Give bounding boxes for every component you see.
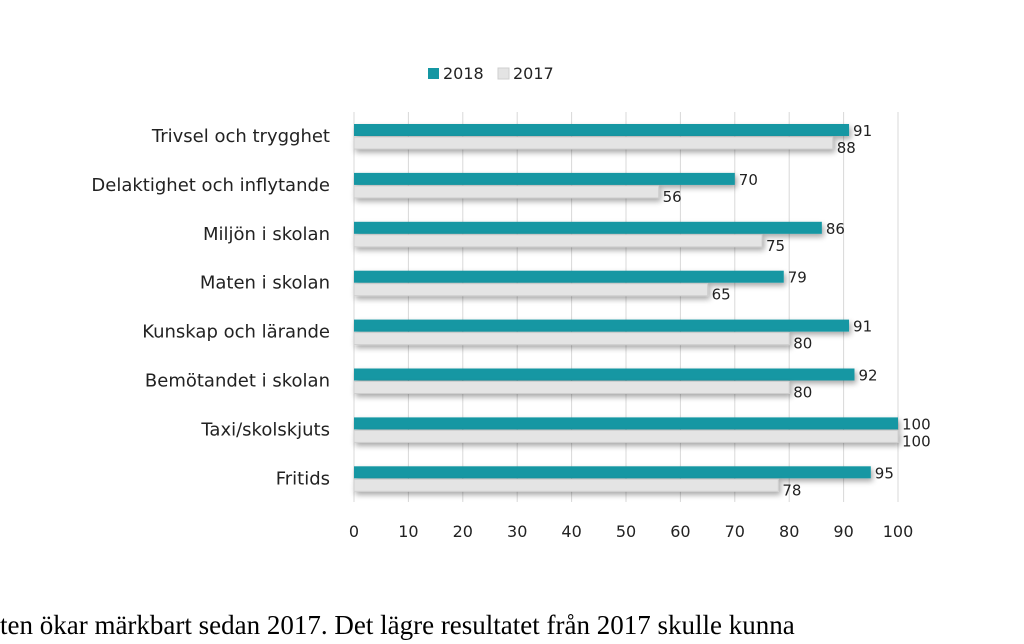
bar-2018 <box>354 172 735 185</box>
bar-2018 <box>354 368 855 381</box>
category-label: Taxi/skolskjuts <box>200 419 330 440</box>
data-label-2018: 91 <box>853 122 872 140</box>
category-label: Delaktighet och inflytande <box>91 175 330 196</box>
bar-2017 <box>353 478 779 492</box>
bar-2018 <box>354 319 850 332</box>
labels: 0 10 20 30 40 50 60 70 80 90 100 Trivsel och tryggh… <box>91 122 930 541</box>
data-label-2017: 78 <box>782 481 801 499</box>
data-label-2017: 65 <box>712 286 731 304</box>
data-label-2017: 75 <box>766 237 785 255</box>
x-tick-label: 30 <box>507 522 527 541</box>
x-tick-label: 50 <box>616 522 636 541</box>
legend-swatch-2018 <box>428 68 439 79</box>
x-tick-label: 80 <box>779 522 799 541</box>
data-label-2018: 92 <box>858 367 877 385</box>
document-text-line: aten ökar märkbart sedan 2017. Det lägre… <box>0 610 795 640</box>
bar-2017 <box>353 234 763 248</box>
data-label-2018: 79 <box>788 269 807 287</box>
bar-2017 <box>353 283 709 297</box>
category-label: Kunskap och lärande <box>142 322 330 343</box>
bar-2017 <box>353 429 899 443</box>
category-label: Trivsel och trygghet <box>151 126 330 147</box>
x-tick-label: 100 <box>883 522 914 541</box>
data-label-2018: 70 <box>739 171 758 189</box>
x-tick-label: 90 <box>833 522 853 541</box>
x-tick-label: 10 <box>398 522 418 541</box>
data-label-2018: 100 <box>902 415 931 433</box>
x-tick-label: 60 <box>670 522 690 541</box>
category-label: Maten i skolan <box>200 273 330 294</box>
bar-2018 <box>354 417 898 430</box>
x-tick-label: 0 <box>349 522 359 541</box>
data-label-2018: 91 <box>853 318 872 336</box>
gridlines <box>353 112 899 502</box>
bar-2017 <box>353 381 790 394</box>
bar-2017 <box>353 332 790 346</box>
bar-2017 <box>353 185 660 199</box>
data-label-2018: 86 <box>826 220 845 238</box>
category-label: Bemötandet i skolan <box>145 371 330 392</box>
legend-swatch-2017 <box>497 67 510 80</box>
data-label-2017: 88 <box>837 139 856 157</box>
bar-2018 <box>354 124 850 136</box>
legend-label: 2018 <box>443 64 484 83</box>
legend: 2018 2017 <box>428 64 554 83</box>
data-label-2017: 80 <box>793 335 812 353</box>
data-label-2017: 100 <box>902 432 931 450</box>
category-label: Miljön i skolan <box>203 224 330 245</box>
bar-2018 <box>354 270 784 283</box>
category-label: Fritids <box>276 468 330 489</box>
x-tick-label: 20 <box>453 522 473 541</box>
chart-svg: 0 10 20 30 40 50 60 70 80 90 100 Trivsel och tryggh… <box>91 64 930 541</box>
bar-2018 <box>354 466 871 479</box>
data-label-2017: 56 <box>663 188 682 206</box>
bar-chart: 0 10 20 30 40 50 60 70 80 90 100 Trivsel och tryggh… <box>91 64 930 541</box>
legend-label: 2017 <box>513 64 554 83</box>
bars <box>353 124 899 492</box>
bar-2017 <box>353 136 834 150</box>
data-label-2017: 80 <box>793 384 812 402</box>
bar-2018 <box>354 221 822 234</box>
data-label-2018: 95 <box>875 464 894 482</box>
x-tick-label: 40 <box>561 522 581 541</box>
x-tick-label: 70 <box>725 522 745 541</box>
